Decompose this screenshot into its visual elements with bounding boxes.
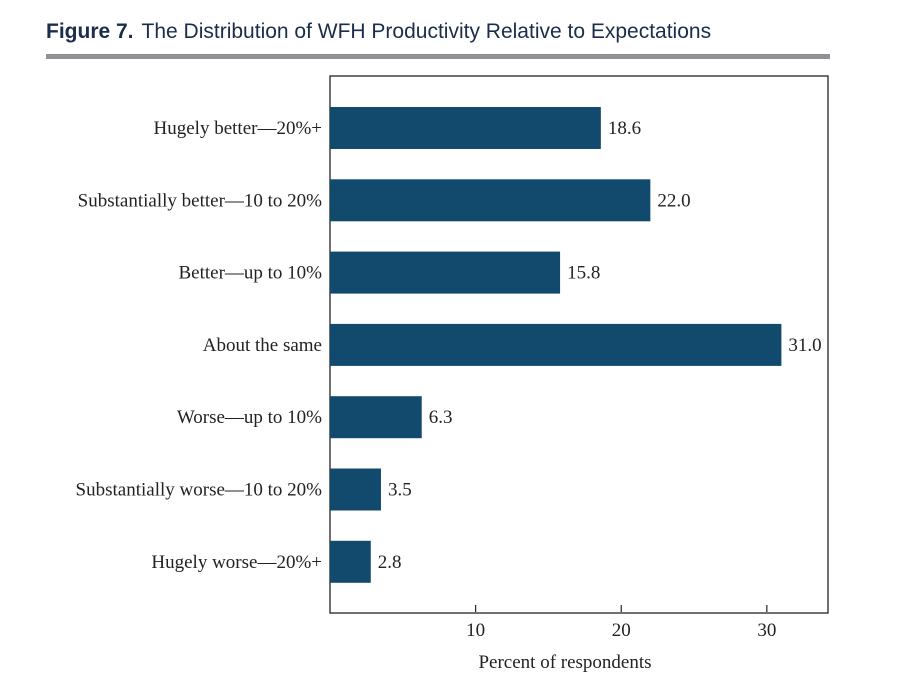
bar <box>330 179 651 222</box>
x-tick-label: 10 <box>466 620 485 641</box>
category-label: About the same <box>203 335 322 356</box>
category-labels-layer: Hugely better—20%+ Substantially better—1… <box>76 118 323 573</box>
category-label: Worse—up to 10% <box>177 407 322 428</box>
category-label: Better—up to 10% <box>178 263 322 284</box>
bars-layer <box>330 107 782 583</box>
value-label: 15.8 <box>567 263 600 284</box>
figure-number: Figure 7. <box>46 20 134 43</box>
bar <box>330 107 601 149</box>
value-label: 22.0 <box>657 190 690 211</box>
figure-title-text: The Distribution of WFH Productivity Rel… <box>141 20 712 43</box>
bar <box>330 396 422 439</box>
category-label: Hugely worse—20%+ <box>151 552 322 573</box>
x-axis-label: Percent of respondents <box>478 652 651 673</box>
figure-title: Figure 7. The Distribution of WFH Product… <box>46 20 711 44</box>
x-tick-label: 20 <box>612 620 631 641</box>
value-label: 31.0 <box>788 335 821 356</box>
value-labels-layer: 18.6 22.0 15.8 31.0 6.3 3.5 2.8 <box>378 118 822 573</box>
x-ticks-layer: 10 20 30 <box>466 605 776 641</box>
category-label: Hugely better—20%+ <box>154 118 322 139</box>
value-label: 2.8 <box>378 552 402 573</box>
bar <box>330 540 371 583</box>
bar <box>330 323 782 366</box>
category-label: Substantially worse—10 to 20% <box>76 480 323 501</box>
category-label: Substantially better—10 to 20% <box>78 190 323 211</box>
title-rule <box>46 54 830 59</box>
value-label: 3.5 <box>388 480 412 501</box>
x-tick-label: 30 <box>757 620 776 641</box>
value-label: 18.6 <box>608 118 641 139</box>
value-label: 6.3 <box>429 407 453 428</box>
bar <box>330 468 381 511</box>
bar <box>330 251 561 294</box>
